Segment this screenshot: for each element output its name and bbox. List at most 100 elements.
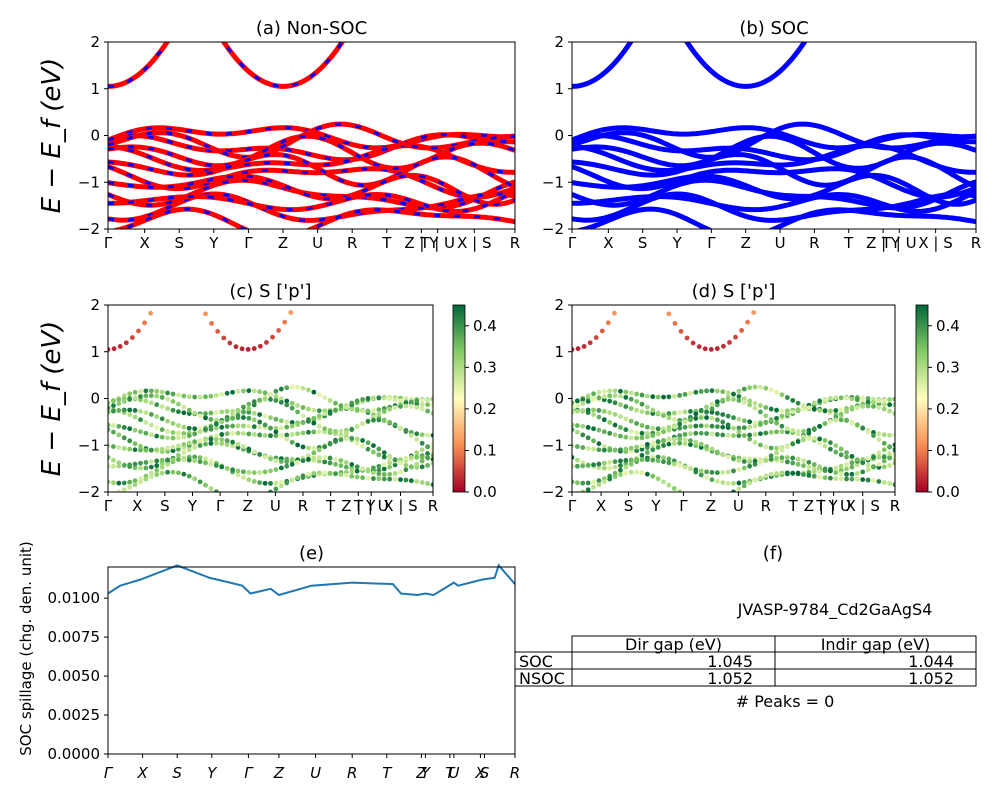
projection-point [639, 430, 645, 436]
x-tick-label: U [448, 764, 459, 782]
projection-point [634, 407, 639, 413]
projection-point [709, 477, 715, 483]
projection-point [860, 477, 866, 483]
projection-point [108, 463, 111, 469]
projection-point [752, 420, 758, 425]
projection-point [698, 415, 704, 421]
projection-point [221, 335, 227, 341]
projection-point [828, 395, 833, 401]
projection-point [628, 457, 634, 463]
x-tick-label: X | S [918, 234, 952, 252]
projection-point [322, 426, 328, 432]
x-tick-label: T | U [881, 234, 917, 252]
projection-point [801, 428, 806, 434]
x-tick-label: R [347, 764, 357, 782]
projection-point [311, 429, 317, 435]
x-tick-label: Z [273, 764, 285, 782]
projection-point [235, 389, 241, 394]
projection-point [828, 446, 833, 452]
projection-point [392, 462, 398, 468]
projection-point [639, 409, 645, 415]
projection-point [246, 415, 252, 421]
projection-point [828, 475, 833, 481]
projection-point [181, 457, 187, 463]
projection-point [316, 447, 322, 453]
projection-point [419, 402, 425, 407]
projection-point [639, 392, 645, 398]
projection-point [376, 463, 382, 469]
projection-point [354, 398, 360, 404]
projection-point [817, 423, 823, 429]
projection-point [688, 431, 693, 437]
projection-point [585, 480, 591, 486]
projection-point [215, 329, 221, 334]
projection-point [288, 310, 294, 315]
projection-point [273, 425, 279, 431]
projection-point [306, 387, 311, 393]
projection-point [116, 408, 122, 413]
projection-point [273, 458, 279, 463]
projection-point [628, 461, 634, 467]
projection-point [138, 465, 143, 471]
projection-point [343, 464, 349, 470]
projection-point [682, 419, 688, 425]
projection-point [677, 489, 683, 492]
projection-point [278, 483, 284, 489]
projection-point [634, 469, 639, 475]
projection-point [731, 415, 736, 421]
projection-point [224, 465, 230, 471]
projection-point [327, 470, 333, 476]
y-tick-label: 2 [554, 296, 564, 314]
projection-point [618, 393, 623, 399]
projection-point [892, 442, 895, 448]
projection-point [403, 403, 409, 409]
projection-point [682, 409, 688, 415]
projection-point [327, 398, 333, 403]
projection-point [661, 459, 666, 465]
projection-point [747, 463, 753, 469]
projection-point [655, 410, 661, 416]
projection-point [790, 441, 796, 447]
projection-point [239, 346, 245, 352]
projection-point [176, 470, 181, 476]
projection-point [736, 425, 742, 431]
projection-point [148, 422, 154, 428]
projection-point [143, 398, 149, 404]
projection-point [333, 461, 338, 467]
projection-point [881, 447, 887, 453]
projection-point [289, 400, 295, 406]
projection-point [230, 443, 235, 449]
projection-point [295, 403, 300, 408]
projection-point [300, 405, 306, 410]
projection-point [186, 394, 192, 400]
projection-point [634, 448, 639, 454]
projection-point [311, 407, 317, 413]
x-tick-label: S [480, 764, 490, 782]
projection-point [661, 413, 666, 419]
projection-point [186, 440, 192, 446]
projection-point [289, 432, 295, 437]
projection-point [639, 435, 645, 441]
projection-point [661, 455, 666, 461]
projection-point [251, 432, 257, 437]
projection-point [709, 406, 715, 412]
projection-point [574, 403, 580, 409]
projection-point [612, 388, 618, 394]
projection-point [117, 344, 123, 349]
projection-point [338, 437, 344, 443]
projection-point [360, 408, 365, 414]
colorbar-tick-label: 0.1 [473, 441, 497, 459]
projection-point [408, 433, 414, 438]
projection-point [203, 460, 208, 466]
projection-point [403, 477, 409, 483]
projection-point [268, 456, 273, 462]
projection-point [644, 450, 650, 455]
projection-point [709, 470, 715, 475]
projection-point [736, 416, 742, 422]
projection-point [758, 460, 763, 465]
projection-point [159, 389, 165, 395]
projection-point [678, 329, 684, 334]
projection-point [165, 461, 170, 467]
projection-point [127, 407, 133, 413]
